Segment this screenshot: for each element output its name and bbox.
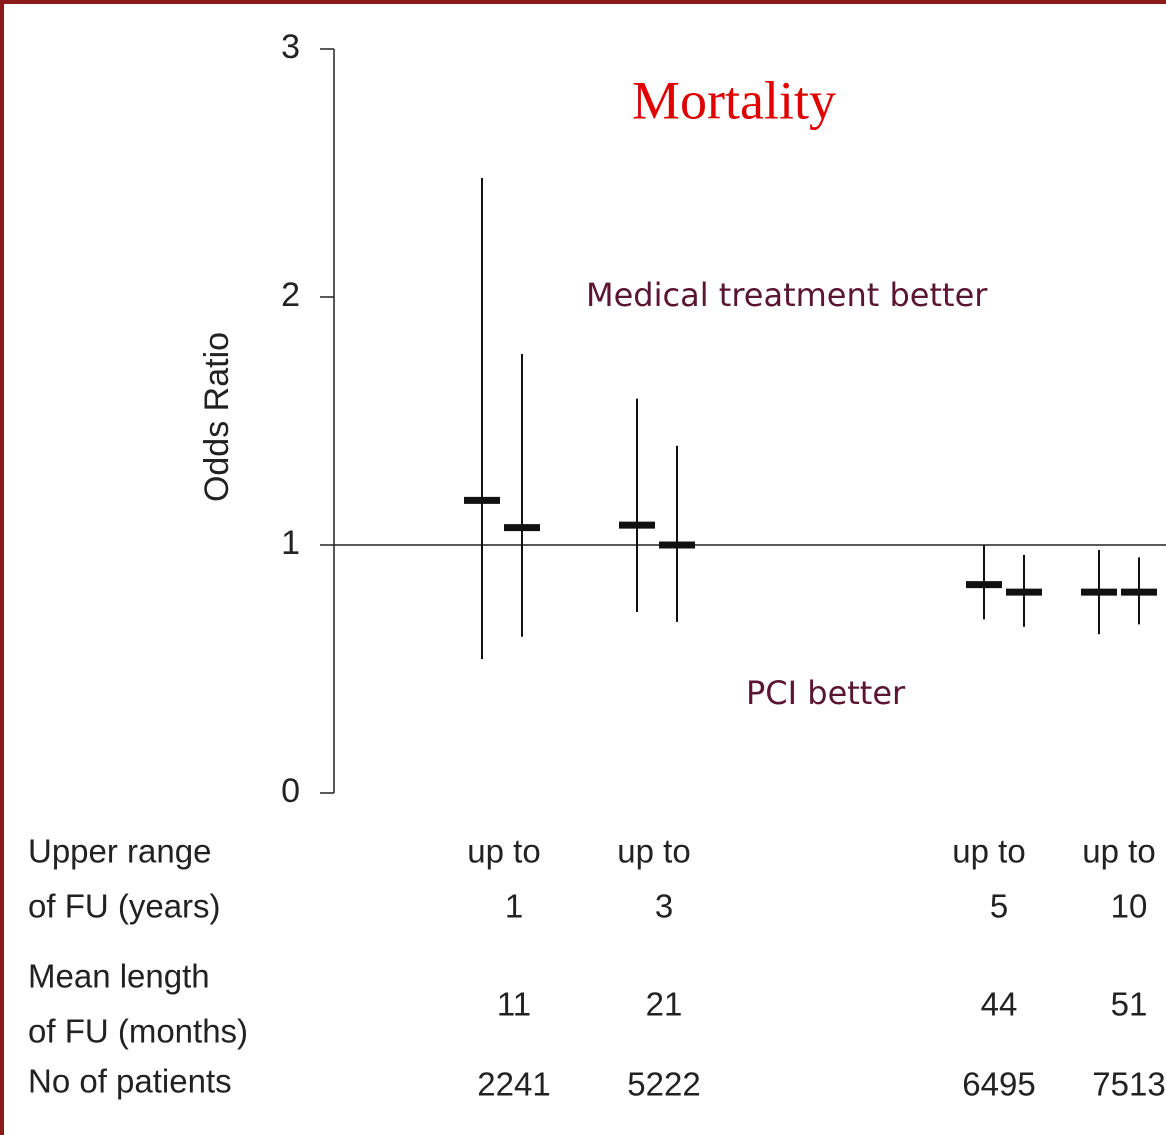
row-label: Upper range: [28, 833, 211, 870]
table-cell: 7513: [1092, 1066, 1165, 1103]
table-cell: 2241: [477, 1066, 550, 1103]
chart-title: Mortality: [632, 70, 836, 130]
table-cell: up to: [617, 833, 690, 870]
table-cell: 5222: [627, 1066, 700, 1103]
table-cell: 6495: [962, 1066, 1035, 1103]
table-cell: 10: [1111, 888, 1148, 925]
chart: Mortality Odds Ratio Medical treatment b…: [28, 28, 1166, 1103]
table-cell: up to: [467, 833, 540, 870]
annotation: Medical treatment better: [586, 276, 988, 314]
table-cell: 44: [981, 986, 1018, 1023]
row-label: of FU (months): [28, 1013, 248, 1050]
table-cell: 5: [990, 888, 1008, 925]
table-cell: 3: [655, 888, 673, 925]
table-cell: up to: [952, 833, 1025, 870]
row-label: No of patients: [28, 1063, 232, 1100]
row-label: Mean length: [28, 958, 210, 995]
y-tick-label: 0: [281, 772, 300, 810]
y-tick-label: 1: [281, 524, 300, 562]
table-cell: 1: [505, 888, 523, 925]
table-cell: 21: [646, 986, 683, 1023]
table-cell: 11: [497, 986, 531, 1023]
table-cell: up to: [1082, 833, 1155, 870]
row-label: of FU (years): [28, 888, 221, 925]
table-cell: 51: [1111, 986, 1148, 1023]
annotation: PCI better: [746, 674, 906, 712]
y-tick-label: 3: [281, 28, 300, 66]
y-axis-label: Odds Ratio: [198, 332, 236, 502]
y-tick-label: 2: [281, 276, 300, 314]
